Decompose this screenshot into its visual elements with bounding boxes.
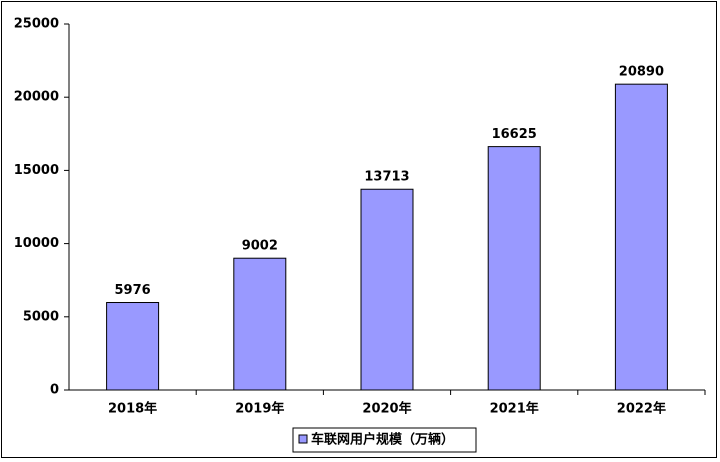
y-tick-label: 5000: [23, 309, 59, 324]
x-tick-label: 2020年: [362, 401, 411, 417]
bar: [233, 257, 287, 391]
x-tick-label: 2018年: [108, 401, 157, 417]
legend-box: [292, 427, 477, 453]
bar: [487, 146, 541, 391]
data-label: 20890: [619, 65, 664, 80]
legend-swatch: [298, 434, 308, 444]
data-label: 13713: [364, 170, 409, 185]
x-tick-label: 2022年: [617, 401, 666, 417]
y-tick-label: 15000: [14, 163, 59, 178]
bar: [614, 83, 668, 391]
y-tick-label: 0: [50, 383, 59, 398]
y-tick-label: 10000: [14, 236, 59, 251]
legend-label: 车联网用户规模（万辆）: [311, 432, 454, 448]
data-label: 16625: [492, 127, 537, 142]
y-tick-label: 20000: [14, 90, 59, 105]
x-tick-label: 2021年: [490, 401, 539, 417]
x-tick-label: 2019年: [235, 401, 284, 417]
y-tick-label: 25000: [14, 17, 59, 32]
data-label: 9002: [242, 239, 278, 254]
data-label: 5976: [115, 283, 151, 298]
bar: [360, 188, 414, 391]
bar: [106, 302, 160, 391]
